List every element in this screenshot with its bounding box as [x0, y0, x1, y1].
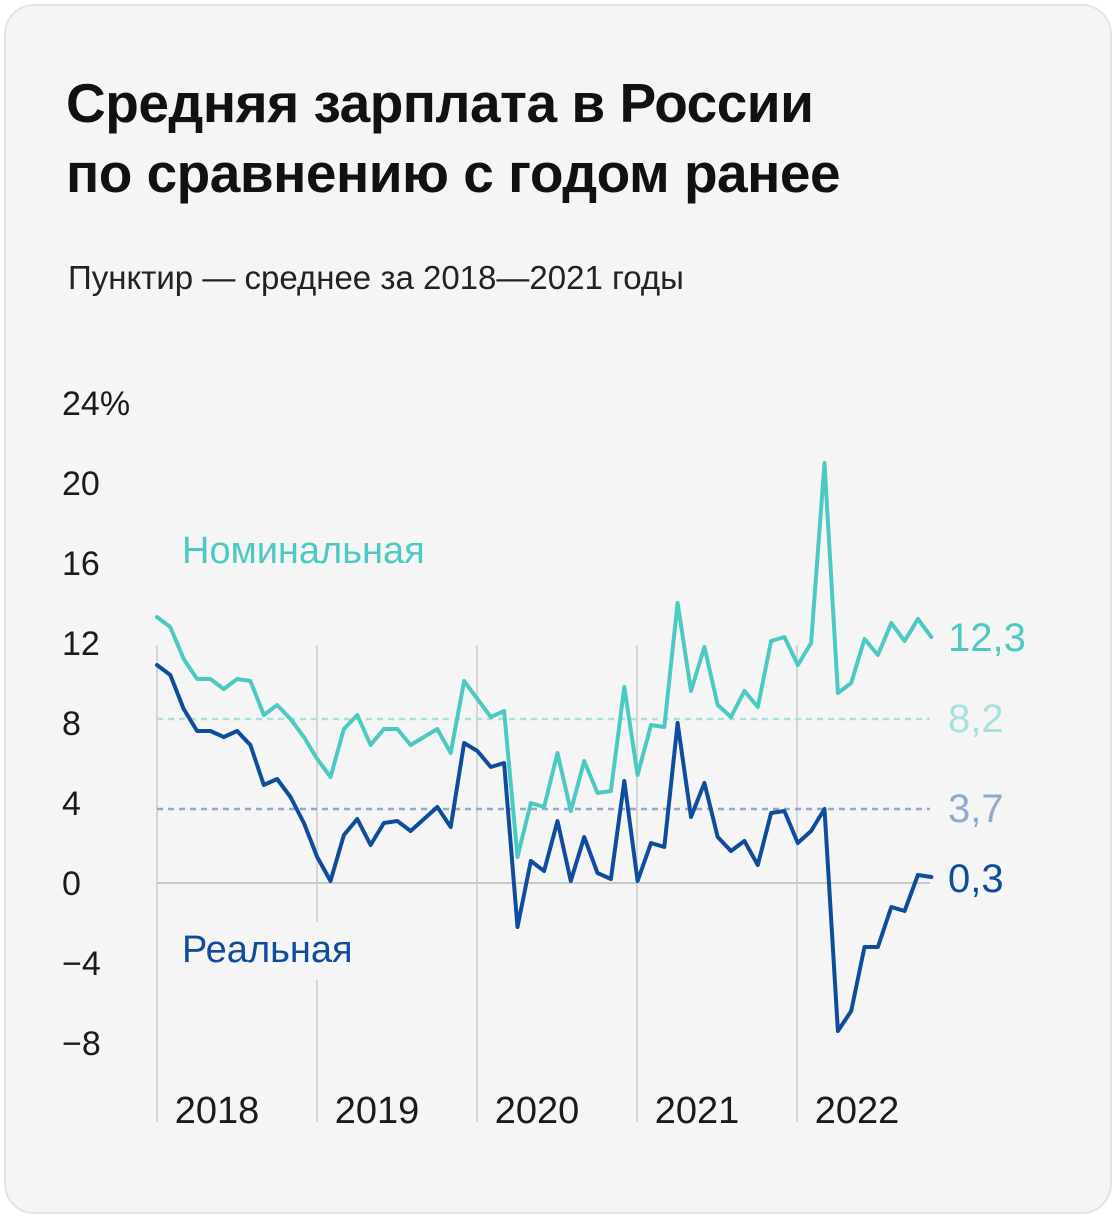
chart-title: Средняя зарплата в России по сравнению с…: [66, 68, 841, 208]
y-tick-label: 16: [62, 545, 100, 583]
y-tick-label: 4: [62, 785, 81, 823]
series-line-1: [155, 663, 934, 1033]
x-tick-label: 2022: [815, 1090, 900, 1132]
series-lines: [155, 461, 934, 1033]
y-tick-label: −4: [62, 945, 101, 983]
chart-title-line-1: Средняя зарплата в России: [66, 72, 814, 134]
x-tick-label: 2019: [335, 1090, 420, 1132]
y-axis: 24% 20 16 12 8 4 0 −4 −8: [62, 385, 130, 1063]
average-lines: [157, 717, 930, 811]
average-label-1: 3,7: [948, 787, 1004, 831]
y-tick-label: 8: [62, 705, 81, 743]
chart-title-line-2: по сравнению с годом ранее: [66, 142, 841, 204]
series-name-label-1: Реальная: [182, 929, 353, 971]
x-tick-label: 2018: [175, 1090, 260, 1132]
chart-card: Средняя зарплата в России по сравнению с…: [4, 4, 1112, 1214]
series-labels: 8,2 3,7 12,3 Номинальная 0,3 Реальная: [170, 530, 1026, 980]
x-axis: 2018 2019 2020 2021 2022: [175, 1090, 900, 1132]
end-value-label-0: 12,3: [948, 616, 1026, 660]
end-value-label-1: 0,3: [948, 857, 1004, 901]
series-line-0: [155, 461, 934, 859]
series-label-backdrop: [170, 922, 380, 980]
y-tick-label: 20: [62, 465, 100, 503]
y-tick-label: 24%: [62, 385, 130, 423]
average-label-0: 8,2: [948, 697, 1004, 741]
series-name-label-0: Номинальная: [182, 530, 425, 572]
chart-subtitle: Пунктир — среднее за 2018—2021 годы: [68, 259, 684, 296]
x-tick-label: 2021: [655, 1090, 740, 1132]
y-tick-label: 0: [62, 865, 81, 903]
x-tick-label: 2020: [495, 1090, 580, 1132]
year-grid: [156, 645, 930, 1122]
y-tick-label: 12: [62, 625, 100, 663]
y-tick-label: −8: [62, 1025, 101, 1063]
